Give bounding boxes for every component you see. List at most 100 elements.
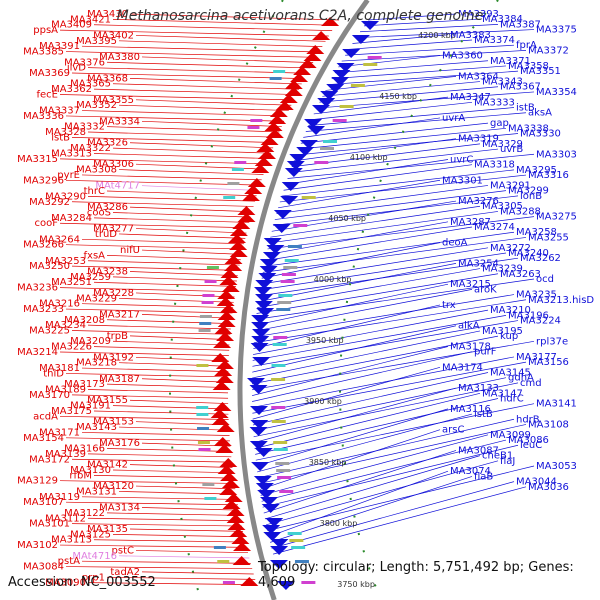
forward-gene-arrow xyxy=(222,500,241,509)
forward-gene-arrow xyxy=(221,479,240,488)
reverse-gene-arrow xyxy=(249,441,268,450)
feature-segment xyxy=(293,224,308,227)
kbp-tick-label: 4150 kbp xyxy=(379,92,417,101)
label-leader-line xyxy=(141,249,242,255)
gene-label: MA3254 xyxy=(458,258,499,269)
feature-segment xyxy=(196,364,209,367)
label-leader-line xyxy=(112,147,272,154)
label-leader-line xyxy=(252,366,441,420)
label-leader-line xyxy=(141,56,314,63)
label-leader-line xyxy=(251,340,535,391)
feature-segment xyxy=(301,581,316,584)
label-leader-line xyxy=(65,566,253,570)
gene-label: istB xyxy=(51,132,70,143)
label-leader-line xyxy=(367,13,457,21)
reverse-gene-arrow xyxy=(249,385,268,394)
gene-label: MA3099 xyxy=(490,430,531,441)
label-leader-line xyxy=(135,35,326,42)
gene-label: trpB xyxy=(107,331,128,342)
forward-gene-arrow xyxy=(217,318,236,327)
feature-segment xyxy=(204,497,217,500)
reverse-gene-arrow xyxy=(252,329,271,338)
label-leader-line xyxy=(328,70,519,85)
forward-gene-arrow xyxy=(219,304,238,313)
gene-label: MA3209 xyxy=(70,336,111,347)
reverse-gene-arrow xyxy=(252,357,271,366)
gene-label: cooF xyxy=(35,218,59,229)
feature-segment xyxy=(197,441,210,444)
label-leader-line xyxy=(319,86,499,103)
gene-label: MA3287 xyxy=(450,217,491,228)
label-leader-line xyxy=(264,455,481,520)
gene-label: MA3430 xyxy=(87,9,128,20)
gene-label: MA3315 xyxy=(17,154,58,165)
label-leader-line xyxy=(112,534,245,538)
reverse-gene-arrow xyxy=(299,140,318,149)
gene-label: ilvD xyxy=(67,63,86,74)
gene-label: MA3154 xyxy=(23,433,64,444)
forward-gene-arrow xyxy=(215,374,234,383)
label-leader-line xyxy=(135,292,235,298)
forward-gene-arrow xyxy=(303,52,322,61)
label-leader-line xyxy=(81,367,229,372)
feature-segment xyxy=(287,245,302,248)
gene-label: MA3276 xyxy=(458,196,499,207)
gene-label: MA3074 xyxy=(450,466,491,477)
label-leader-line xyxy=(255,278,535,320)
gene-label: MA3264 xyxy=(39,234,80,245)
label-leader-line xyxy=(93,153,270,159)
feature-segment xyxy=(196,413,209,416)
gene-label: MA3143 xyxy=(76,422,117,433)
gene-label: pstA xyxy=(58,556,80,567)
gene-label: MA3135 xyxy=(87,524,128,535)
label-leader-line xyxy=(262,444,519,508)
gene-label: MA3391 xyxy=(39,41,80,52)
forward-gene-arrow xyxy=(231,535,250,544)
label-leader-line xyxy=(81,238,245,245)
label-leader-line xyxy=(135,99,292,106)
label-leader-line xyxy=(253,382,519,438)
label-leader-line xyxy=(287,153,535,179)
forward-gene-arrow xyxy=(256,143,275,152)
gene-label: MA3102 xyxy=(17,540,58,551)
forward-gene-arrow xyxy=(219,458,238,467)
feature-segment xyxy=(277,476,292,479)
gene-label: MA3263 xyxy=(500,269,541,280)
feature-segment xyxy=(279,490,294,493)
label-leader-line xyxy=(281,169,515,197)
gene-label: MA3333 xyxy=(474,97,515,108)
label-leader-line xyxy=(112,340,230,346)
label-leader-line xyxy=(252,325,457,373)
reverse-gene-arrow xyxy=(254,287,273,296)
gene-label: MA3120 xyxy=(93,481,134,492)
label-leader-line xyxy=(252,320,519,367)
gene-label: MA3171 xyxy=(39,427,80,438)
label-leader-line xyxy=(71,201,254,207)
label-leader-line xyxy=(65,115,285,122)
reverse-gene-arrow xyxy=(263,532,282,541)
reverse-gene-arrow xyxy=(273,210,292,219)
label-leader-line xyxy=(262,237,527,273)
label-leader-line xyxy=(81,45,320,53)
feature-segment xyxy=(287,532,302,535)
forward-gene-arrow xyxy=(233,542,252,551)
label-leader-line xyxy=(106,190,257,197)
reverse-gene-arrow xyxy=(250,420,269,429)
label-leader-line xyxy=(255,283,449,326)
gene-label: MA3210 xyxy=(490,305,531,316)
label-leader-line xyxy=(59,158,268,165)
reverse-gene-arrow xyxy=(263,238,282,247)
label-leader-line xyxy=(118,104,289,111)
reverse-gene-arrow xyxy=(250,343,269,352)
feature-segment xyxy=(280,280,295,283)
label-leader-line xyxy=(334,60,489,74)
label-leader-line xyxy=(141,314,232,319)
label-leader-line xyxy=(71,523,242,527)
feature-segment xyxy=(276,308,291,311)
feature-segment xyxy=(273,70,286,73)
gene-label: MA3305 xyxy=(482,201,523,212)
feature-segment xyxy=(272,343,287,346)
label-leader-line xyxy=(129,464,233,468)
label-leader-line xyxy=(254,392,481,449)
gene-label: leuC xyxy=(520,440,542,451)
